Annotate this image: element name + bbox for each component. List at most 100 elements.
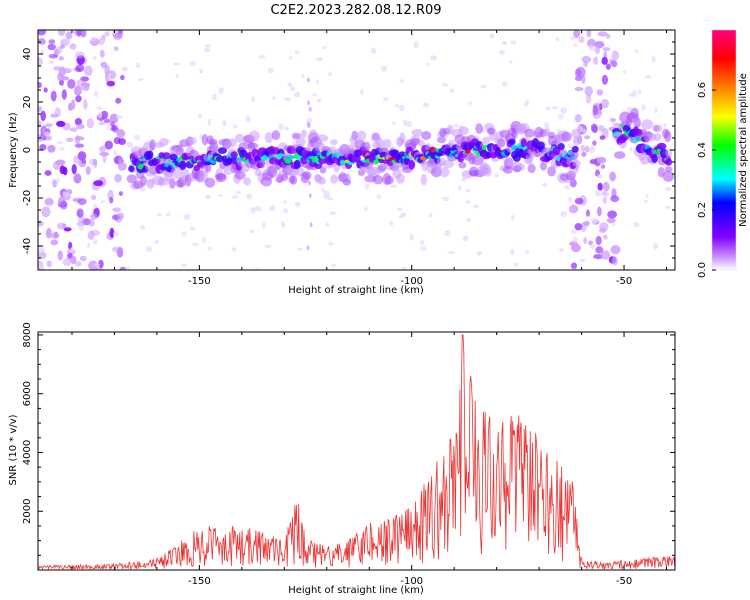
heatmap-cell <box>74 143 84 148</box>
heatmap-cell <box>601 56 608 65</box>
heatmap-cell <box>409 234 414 241</box>
heatmap-cell <box>309 222 313 228</box>
heatmap-cell <box>376 194 381 199</box>
heatmap-cell <box>502 41 507 45</box>
heatmap-cell <box>290 175 298 185</box>
heatmap-cell <box>436 136 447 143</box>
heatmap-cell <box>481 145 487 151</box>
heatmap-cell <box>308 193 312 199</box>
heatmap-cell <box>331 263 337 268</box>
heatmap-cell <box>294 91 301 98</box>
heatmap-cell <box>189 226 196 231</box>
heatmap-cell <box>570 155 575 160</box>
heatmap-cell <box>410 138 421 146</box>
heatmap-cell <box>590 144 595 151</box>
heatmap-cell <box>100 200 106 204</box>
heatmap-cell <box>126 174 138 184</box>
heatmap-cell <box>112 207 122 213</box>
heatmap-cell <box>113 150 118 156</box>
heatmap-cell <box>601 98 609 109</box>
heatmap-cell <box>645 75 652 79</box>
heatmap-cell <box>231 195 239 199</box>
heatmap-cell <box>502 81 508 87</box>
y-tick-label: 20 <box>22 96 33 109</box>
heatmap-cell <box>423 102 430 108</box>
heatmap-cell <box>466 217 472 222</box>
heatmap-cell <box>393 162 404 169</box>
heatmap-cell <box>58 56 64 61</box>
heatmap-cell <box>90 194 97 200</box>
heatmap-cell <box>113 33 123 40</box>
heatmap-cell <box>465 149 471 154</box>
heatmap-cell <box>433 164 442 172</box>
heatmap-cell <box>629 146 633 153</box>
heatmap-cell <box>446 124 454 135</box>
heatmap-cell <box>56 120 66 127</box>
snr-frame <box>37 331 676 571</box>
heatmap-cell <box>212 93 217 101</box>
heatmap-cell <box>342 178 351 186</box>
heatmap-cell <box>473 204 479 209</box>
heatmap-cell <box>218 194 223 198</box>
heatmap-cell <box>234 170 246 180</box>
heatmap-cell <box>248 130 260 142</box>
spectrogram-xlabel: Height of straight line (km) <box>288 285 424 296</box>
heatmap-cell <box>47 43 56 51</box>
heatmap-cell <box>589 159 597 165</box>
heatmap-cell <box>231 247 237 252</box>
heatmap-cell <box>641 119 653 130</box>
heatmap-cell <box>38 250 42 254</box>
heatmap-cell <box>665 186 672 192</box>
heatmap-cell <box>520 138 527 148</box>
heatmap-cell <box>54 107 61 118</box>
heatmap-cell <box>611 256 618 266</box>
heatmap-cell <box>450 88 454 94</box>
heatmap-cell <box>207 118 212 126</box>
heatmap-cell <box>74 51 85 59</box>
heatmap-cell <box>496 140 505 149</box>
heatmap-cell <box>280 173 289 181</box>
heatmap-cell <box>622 69 627 74</box>
heatmap-cell <box>418 139 425 148</box>
heatmap-cell <box>106 124 112 131</box>
heatmap-cell <box>572 237 579 243</box>
heatmap-cell <box>204 44 211 48</box>
heatmap-cell <box>641 104 646 111</box>
heatmap-cell <box>653 242 659 250</box>
heatmap-cell <box>384 175 394 185</box>
heatmap-cell <box>400 212 407 218</box>
heatmap-cell <box>81 81 87 91</box>
heatmap-cell <box>88 260 99 270</box>
heatmap-cell <box>83 98 88 110</box>
heatmap-cell <box>360 142 371 151</box>
y-tick-label: 6000 <box>22 381 33 406</box>
heatmap-cell <box>558 114 564 120</box>
heatmap-cell <box>656 142 667 150</box>
heatmap-cell <box>288 55 293 60</box>
heatmap-cell <box>644 199 648 203</box>
heatmap-cell <box>175 73 180 78</box>
heatmap-cell <box>192 242 199 247</box>
heatmap-cell <box>186 136 197 145</box>
heatmap-cell <box>392 121 396 126</box>
heatmap-cell <box>545 106 551 111</box>
heatmap-cell <box>645 194 649 198</box>
heatmap-cell <box>580 144 586 152</box>
heatmap-cell <box>43 87 48 93</box>
heatmap-cell <box>551 106 559 110</box>
heatmap-cell <box>399 132 406 144</box>
heatmap-cell <box>99 38 105 45</box>
heatmap-cell <box>524 128 535 138</box>
heatmap-cell <box>49 60 55 64</box>
heatmap-cell <box>610 245 621 255</box>
heatmap-cell <box>170 166 183 179</box>
heatmap-cell <box>69 43 77 50</box>
heatmap-cell <box>328 71 332 77</box>
heatmap-cell <box>325 222 330 227</box>
heatmap-cell <box>52 179 58 188</box>
heatmap-cell <box>426 62 430 67</box>
spectrogram-ylabel: Frequency (Hz) <box>8 112 19 188</box>
heatmap-cell <box>541 136 545 140</box>
spectrogram-ticks: -150 -100 -50 -40 -20 0 20 40 <box>22 30 675 287</box>
heatmap-cell <box>59 146 65 151</box>
